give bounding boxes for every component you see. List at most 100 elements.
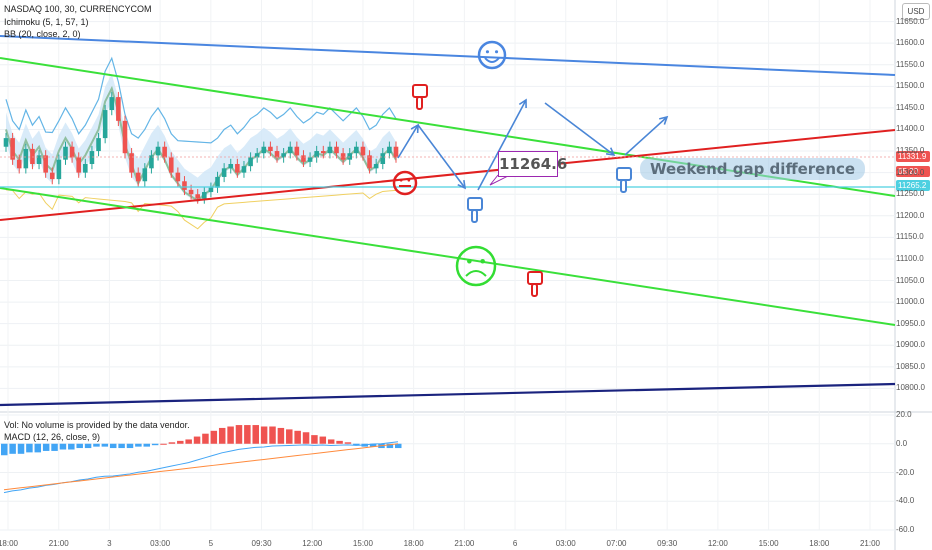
candle-body[interactable] [294, 146, 300, 156]
main-pane[interactable] [0, 0, 895, 410]
currency-badge[interactable]: USD [902, 3, 930, 20]
candle-body[interactable] [307, 157, 313, 162]
macd-histogram-bar[interactable] [193, 436, 201, 444]
volume-legend[interactable]: Vol: No volume is provided by the data v… [4, 420, 190, 430]
candle-body[interactable] [354, 146, 359, 154]
macd-histogram-bar[interactable] [9, 443, 16, 454]
candle-body[interactable] [327, 146, 333, 154]
macd-histogram-bar[interactable] [269, 426, 276, 444]
candle-body[interactable] [360, 146, 366, 156]
macd-histogram-bar[interactable] [51, 443, 58, 451]
macd-histogram-bar[interactable] [369, 443, 377, 447]
candle-body[interactable] [116, 97, 121, 121]
macd-histogram-bar[interactable] [93, 443, 100, 447]
macd-histogram-bar[interactable] [109, 443, 117, 449]
red-trend-line[interactable] [0, 129, 896, 221]
candle-body[interactable] [373, 164, 379, 169]
candle-body[interactable] [208, 187, 214, 193]
projection-arrow[interactable] [417, 124, 466, 189]
macd-histogram-bar[interactable] [135, 443, 142, 447]
candle-body[interactable] [109, 97, 115, 111]
projection-arrow[interactable] [544, 102, 615, 156]
macd-histogram-bar[interactable] [252, 425, 259, 444]
candle-body[interactable] [202, 192, 207, 199]
candle-body[interactable] [63, 146, 68, 160]
macd-histogram-bar[interactable] [277, 427, 285, 444]
candle-body[interactable] [89, 151, 95, 164]
candle-body[interactable] [162, 146, 167, 158]
candle-body[interactable] [149, 155, 154, 169]
lower-green-channel-line[interactable] [0, 187, 896, 326]
hand-pointing-down-icon[interactable] [467, 197, 483, 211]
candle-body[interactable] [135, 172, 141, 182]
candle-body[interactable] [30, 148, 35, 164]
macd-histogram-bar[interactable] [319, 436, 327, 444]
macd-histogram-bar[interactable] [68, 443, 75, 450]
candle-body[interactable] [102, 110, 108, 139]
candle-body[interactable] [228, 164, 234, 169]
candle-body[interactable] [340, 153, 346, 160]
macd-histogram-bar[interactable] [151, 443, 159, 446]
candle-body[interactable] [281, 153, 286, 158]
candle-body[interactable] [182, 181, 187, 190]
candle-body[interactable] [36, 155, 42, 164]
macd-histogram-bar[interactable] [185, 439, 192, 444]
macd-histogram-bar[interactable] [344, 442, 352, 444]
candle-body[interactable] [347, 153, 353, 160]
smiley-sad-icon[interactable] [455, 245, 497, 287]
macd-histogram-bar[interactable] [353, 443, 360, 446]
macd-histogram-bar[interactable] [59, 443, 67, 450]
macd-histogram-bar[interactable] [168, 442, 176, 444]
hand-pointing-down-red-icon[interactable] [412, 84, 428, 98]
macd-histogram-bar[interactable] [311, 435, 318, 444]
symbol-legend[interactable]: NASDAQ 100, 30, CURRENCYCOM [4, 4, 152, 14]
candle-body[interactable] [16, 159, 22, 169]
macd-histogram-bar[interactable] [210, 430, 218, 444]
macd-histogram-bar[interactable] [235, 425, 243, 444]
candle-body[interactable] [393, 146, 399, 158]
smiley-happy-icon[interactable] [477, 40, 507, 70]
candle-body[interactable] [195, 194, 200, 199]
macd-legend[interactable]: MACD (12, 26, close, 9) [4, 432, 101, 442]
candle-body[interactable] [175, 172, 181, 182]
macd-histogram-bar[interactable] [34, 443, 42, 453]
hand-pointing-down-icon[interactable] [616, 167, 632, 181]
macd-histogram-bar[interactable] [395, 443, 402, 449]
macd-histogram-bar[interactable] [202, 433, 209, 444]
macd-histogram-bar[interactable] [302, 432, 310, 444]
candle-body[interactable] [268, 146, 273, 152]
macd-histogram-bar[interactable] [1, 443, 8, 456]
candle-body[interactable] [69, 146, 75, 158]
smiley-neutral-icon[interactable] [392, 170, 418, 196]
upper-blue-channel-line[interactable] [0, 35, 896, 76]
bb-legend[interactable]: BB (20, close, 2, 0) [4, 29, 81, 39]
macd-histogram-bar[interactable] [143, 443, 151, 447]
candle-body[interactable] [3, 138, 9, 147]
ichimoku-legend[interactable]: Ichimoku (5, 1, 57, 1) [4, 17, 89, 27]
candle-body[interactable] [23, 148, 29, 169]
candle-body[interactable] [155, 146, 161, 156]
candle-body[interactable] [142, 168, 148, 182]
macd-histogram-bar[interactable] [17, 443, 25, 454]
candle-body[interactable] [387, 146, 392, 154]
projection-arrow[interactable] [624, 116, 668, 156]
projection-arrow[interactable] [477, 99, 527, 191]
candle-body[interactable] [261, 146, 267, 154]
candle-body[interactable] [274, 151, 280, 158]
candle-body[interactable] [301, 155, 306, 162]
macd-histogram-bar[interactable] [294, 430, 301, 444]
candle-body[interactable] [320, 151, 326, 154]
candle-body[interactable] [96, 138, 101, 152]
price-callout[interactable]: 11264.6 [498, 151, 567, 177]
macd-histogram-bar[interactable] [160, 443, 167, 445]
candle-body[interactable] [188, 189, 194, 195]
macd-histogram-bar[interactable] [227, 426, 234, 444]
macd-histogram-bar[interactable] [218, 427, 226, 444]
candle-body[interactable] [367, 155, 372, 169]
macd-histogram-bar[interactable] [386, 443, 394, 449]
candle-body[interactable] [215, 176, 220, 188]
candle-body[interactable] [49, 172, 55, 180]
candle-body[interactable] [334, 146, 339, 154]
candle-body[interactable] [56, 159, 62, 180]
